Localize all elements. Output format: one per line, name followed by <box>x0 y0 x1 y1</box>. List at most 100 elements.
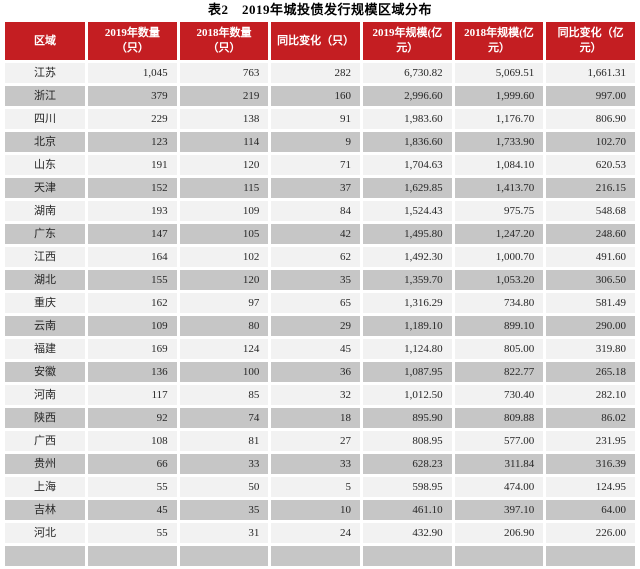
value-cell: 124.95 <box>546 477 635 497</box>
table-row: 天津 152 115 37 1,629.85 1,413.70 216.15 <box>5 178 635 198</box>
value-cell: 598.95 <box>362 477 452 497</box>
value-cell: 1,084.10 <box>454 155 544 175</box>
value-cell: 432.90 <box>362 523 452 543</box>
partial-cell <box>271 546 360 566</box>
value-cell: 85 <box>179 385 269 405</box>
region-cell: 河南 <box>5 385 85 405</box>
value-cell: 1,524.43 <box>362 201 452 221</box>
value-cell: 138 <box>179 109 269 129</box>
region-cell: 上海 <box>5 477 85 497</box>
region-cell: 福建 <box>5 339 85 359</box>
value-cell: 1,733.90 <box>454 132 544 152</box>
table-row: 湖北 155 120 35 1,359.70 1,053.20 306.50 <box>5 270 635 290</box>
value-cell: 108 <box>88 431 177 451</box>
partial-row <box>5 546 635 566</box>
value-cell: 100 <box>179 362 269 382</box>
value-cell: 86.02 <box>546 408 635 428</box>
table-row: 福建 169 124 45 1,124.80 805.00 319.80 <box>5 339 635 359</box>
value-cell: 319.80 <box>546 339 635 359</box>
value-cell: 1,124.80 <box>362 339 452 359</box>
value-cell: 809.88 <box>454 408 544 428</box>
region-cell: 天津 <box>5 178 85 198</box>
value-cell: 45 <box>88 500 177 520</box>
value-cell: 290.00 <box>546 316 635 336</box>
value-cell: 97 <box>179 293 269 313</box>
value-cell: 1,316.29 <box>362 293 452 313</box>
column-header-2: 2018年数量 （只） <box>179 22 269 60</box>
value-cell: 18 <box>271 408 360 428</box>
value-cell: 37 <box>271 178 360 198</box>
value-cell: 10 <box>271 500 360 520</box>
table-body: 江苏 1,045 763 282 6,730.82 5,069.51 1,661.31 浙江 3… <box>5 63 635 566</box>
value-cell: 1,492.30 <box>362 247 452 267</box>
column-header-1: 2019年数量 （只） <box>88 22 177 60</box>
value-cell: 5 <box>271 477 360 497</box>
value-cell: 155 <box>88 270 177 290</box>
table-row: 四川 229 138 91 1,983.60 1,176.70 806.90 <box>5 109 635 129</box>
value-cell: 474.00 <box>454 477 544 497</box>
value-cell: 311.84 <box>454 454 544 474</box>
value-cell: 282 <box>271 63 360 83</box>
value-cell: 306.50 <box>546 270 635 290</box>
table-row: 湖南 193 109 84 1,524.43 975.75 548.68 <box>5 201 635 221</box>
value-cell: 120 <box>179 270 269 290</box>
table-row: 陕西 92 74 18 895.90 809.88 86.02 <box>5 408 635 428</box>
value-cell: 74 <box>179 408 269 428</box>
value-cell: 620.53 <box>546 155 635 175</box>
value-cell: 33 <box>271 454 360 474</box>
column-header-6: 同比变化（亿 元） <box>546 22 635 60</box>
value-cell: 84 <box>271 201 360 221</box>
value-cell: 169 <box>88 339 177 359</box>
value-cell: 32 <box>271 385 360 405</box>
value-cell: 805.00 <box>454 339 544 359</box>
value-cell: 117 <box>88 385 177 405</box>
value-cell: 50 <box>179 477 269 497</box>
region-cell: 广西 <box>5 431 85 451</box>
partial-cell <box>362 546 452 566</box>
table-row: 北京 123 114 9 1,836.60 1,733.90 102.70 <box>5 132 635 152</box>
value-cell: 248.60 <box>546 224 635 244</box>
value-cell: 1,661.31 <box>546 63 635 83</box>
value-cell: 975.75 <box>454 201 544 221</box>
value-cell: 577.00 <box>454 431 544 451</box>
value-cell: 1,359.70 <box>362 270 452 290</box>
value-cell: 265.18 <box>546 362 635 382</box>
partial-cell <box>179 546 269 566</box>
value-cell: 36 <box>271 362 360 382</box>
value-cell: 191 <box>88 155 177 175</box>
value-cell: 1,000.70 <box>454 247 544 267</box>
region-cell: 山东 <box>5 155 85 175</box>
value-cell: 152 <box>88 178 177 198</box>
column-header-0: 区域 <box>5 22 85 60</box>
value-cell: 206.90 <box>454 523 544 543</box>
value-cell: 1,053.20 <box>454 270 544 290</box>
value-cell: 1,704.63 <box>362 155 452 175</box>
bond-issuance-table: 区域 2019年数量 （只） 2018年数量 （只） 同比变化（只） 2019年规模(亿… <box>2 19 638 569</box>
region-cell: 江苏 <box>5 63 85 83</box>
value-cell: 147 <box>88 224 177 244</box>
region-cell: 河北 <box>5 523 85 543</box>
value-cell: 62 <box>271 247 360 267</box>
value-cell: 1,189.10 <box>362 316 452 336</box>
table-row: 吉林 45 35 10 461.10 397.10 64.00 <box>5 500 635 520</box>
value-cell: 1,087.95 <box>362 362 452 382</box>
value-cell: 808.95 <box>362 431 452 451</box>
value-cell: 193 <box>88 201 177 221</box>
value-cell: 734.80 <box>454 293 544 313</box>
header-row: 区域 2019年数量 （只） 2018年数量 （只） 同比变化（只） 2019年规模(亿… <box>5 22 635 60</box>
table-row: 江西 164 102 62 1,492.30 1,000.70 491.60 <box>5 247 635 267</box>
value-cell: 1,629.85 <box>362 178 452 198</box>
partial-cell <box>546 546 635 566</box>
value-cell: 115 <box>179 178 269 198</box>
value-cell: 730.40 <box>454 385 544 405</box>
value-cell: 124 <box>179 339 269 359</box>
partial-cell <box>5 546 85 566</box>
value-cell: 231.95 <box>546 431 635 451</box>
value-cell: 822.77 <box>454 362 544 382</box>
value-cell: 109 <box>179 201 269 221</box>
column-header-5: 2018年规模(亿 元） <box>454 22 544 60</box>
table-row: 贵州 66 33 33 628.23 311.84 316.39 <box>5 454 635 474</box>
partial-cell <box>454 546 544 566</box>
value-cell: 1,012.50 <box>362 385 452 405</box>
value-cell: 162 <box>88 293 177 313</box>
